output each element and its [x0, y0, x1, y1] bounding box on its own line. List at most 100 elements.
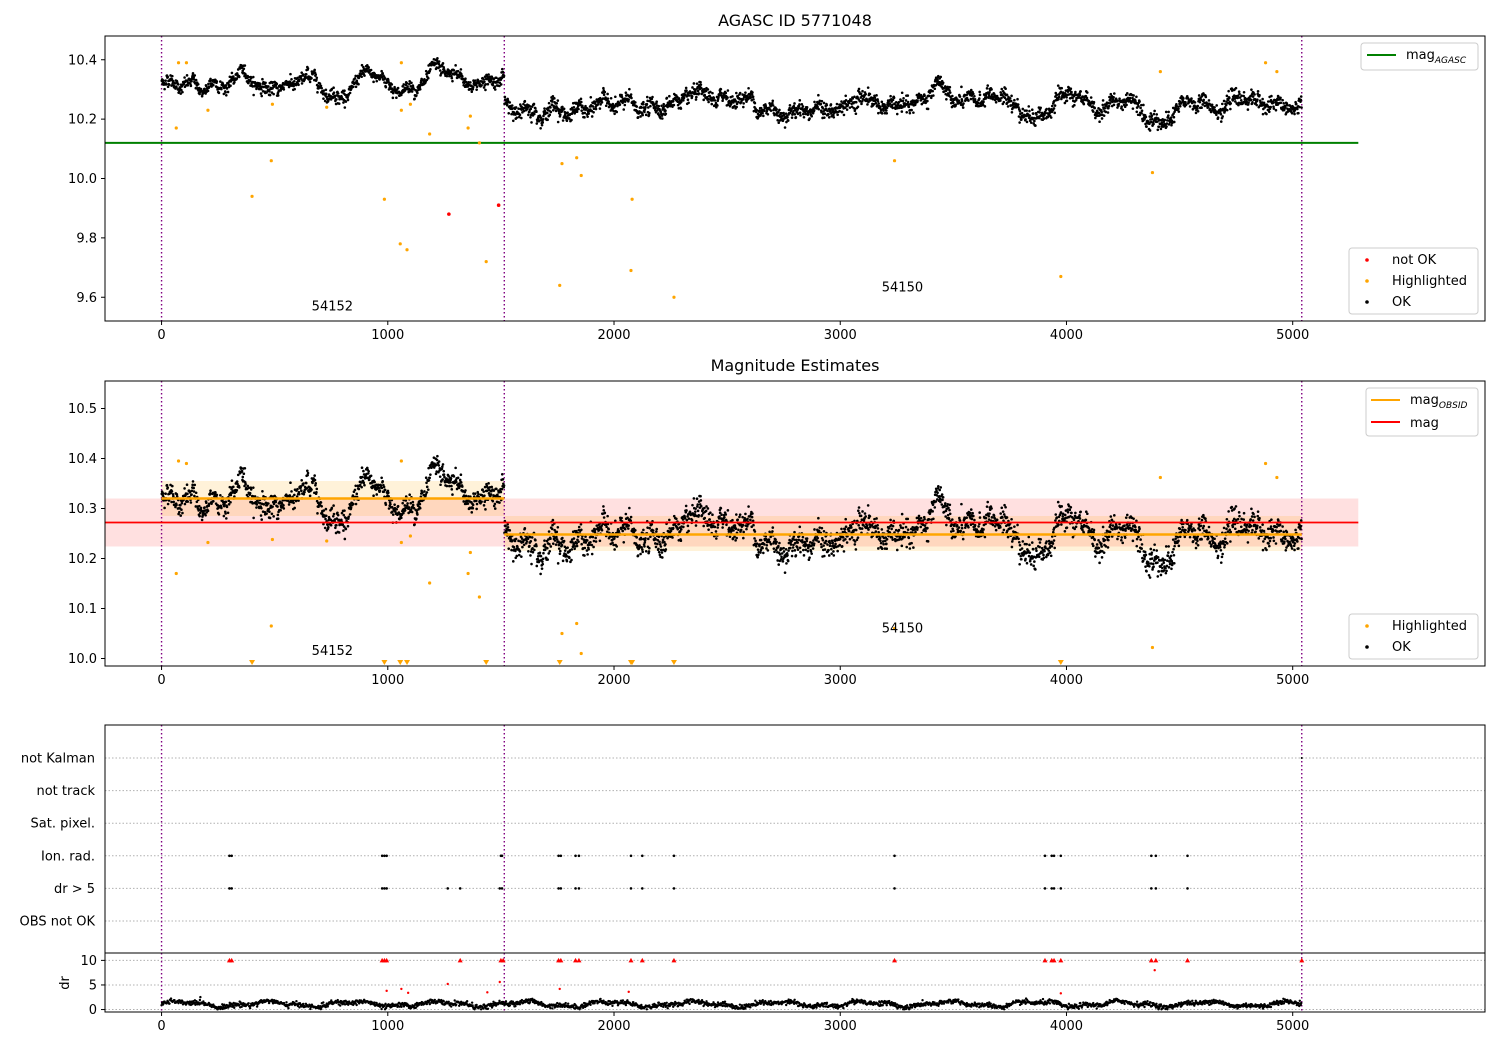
ok-point: [233, 81, 236, 84]
ok-point: [1197, 94, 1201, 97]
ok-point: [1118, 97, 1121, 101]
ok-point: [262, 503, 266, 506]
ok-point: [775, 107, 778, 111]
ok-point: [699, 504, 703, 508]
ok-point: [736, 518, 740, 521]
ok-point: [276, 87, 279, 90]
ok-point: [530, 562, 533, 566]
ok-point: [799, 114, 802, 117]
ok-point: [1297, 111, 1300, 115]
ok-point: [551, 95, 555, 98]
ok-point: [224, 91, 227, 94]
ok-point: [1101, 99, 1105, 102]
ok-point: [581, 104, 584, 108]
ok-point: [1164, 110, 1168, 114]
ok-point: [864, 92, 867, 96]
ok-point: [1112, 103, 1116, 107]
ok-point: [181, 90, 184, 94]
ok-point: [296, 487, 299, 491]
ok-point: [520, 555, 523, 558]
ok-point: [844, 94, 848, 98]
ok-point: [511, 119, 515, 123]
ok-point: [323, 526, 327, 530]
ok-point: [696, 509, 700, 513]
ok-point: [418, 506, 422, 510]
ok-point: [685, 89, 688, 92]
ok-point: [555, 538, 559, 541]
ok-point: [700, 514, 704, 517]
ok-point: [267, 502, 270, 505]
ok-point: [812, 109, 816, 112]
ok-point: [570, 548, 574, 551]
ok-point: [936, 78, 939, 82]
ok-point: [454, 64, 457, 67]
ok-point: [391, 513, 395, 516]
ok-point: [679, 539, 683, 543]
ok-point: [354, 502, 358, 506]
ok-point: [450, 484, 453, 488]
ok-point: [734, 527, 738, 531]
ok-point: [252, 75, 255, 79]
ok-point: [175, 503, 178, 507]
ok-point: [621, 529, 624, 533]
ok-point: [546, 118, 549, 122]
ok-point: [583, 111, 587, 115]
ok-point: [171, 74, 174, 78]
ok-point: [268, 93, 272, 97]
ok-point: [602, 86, 605, 90]
ok-point: [555, 101, 559, 105]
ok-point: [229, 493, 233, 497]
ok-point: [1016, 97, 1019, 101]
ok-point: [225, 94, 228, 97]
ok-point: [541, 557, 545, 561]
ok-point: [561, 559, 565, 563]
ok-point: [647, 550, 651, 553]
ok-point: [336, 513, 340, 517]
ok-point: [845, 108, 849, 111]
ok-point: [735, 513, 738, 516]
ok-point: [714, 530, 718, 533]
ok-point: [296, 76, 299, 80]
ok-point: [635, 536, 639, 539]
ok-point: [644, 537, 647, 540]
ok-point: [1155, 113, 1159, 116]
ok-point: [391, 91, 395, 95]
ok-point: [877, 102, 880, 105]
ok-point: [425, 485, 429, 489]
ok-point: [555, 530, 559, 534]
ok-point: [528, 544, 531, 548]
ok-point: [304, 481, 308, 485]
ok-point: [456, 476, 460, 480]
ok-point: [880, 112, 884, 115]
ok-point: [1290, 111, 1294, 115]
ok-point: [1033, 119, 1036, 123]
ok-point: [910, 108, 913, 112]
ok-point: [687, 517, 691, 520]
y-tick-label: 9.6: [76, 291, 97, 306]
ok-point: [308, 494, 312, 498]
ok-point: [529, 115, 532, 119]
ok-point: [377, 486, 381, 490]
ok-point: [240, 469, 244, 473]
ok-point: [268, 510, 271, 514]
ok-point: [367, 469, 370, 473]
ok-point: [1153, 109, 1156, 113]
ok-point: [534, 538, 537, 542]
ok-point: [441, 478, 444, 481]
ok-point: [586, 115, 589, 118]
ok-point: [690, 518, 694, 522]
ok-point: [167, 83, 171, 86]
ok-point: [751, 95, 755, 99]
ok-point: [437, 60, 441, 63]
ok-point: [521, 545, 524, 549]
ok-point: [508, 529, 512, 532]
ok-point: [539, 116, 543, 120]
ok-point: [517, 115, 521, 119]
ok-point: [648, 111, 651, 115]
ok-point: [510, 112, 513, 116]
y-tick-label: 9.8: [76, 231, 97, 246]
ok-point: [454, 466, 457, 470]
highlighted-point: [408, 102, 413, 106]
x-tick-label: 1000: [371, 328, 404, 343]
ok-point: [346, 524, 350, 528]
